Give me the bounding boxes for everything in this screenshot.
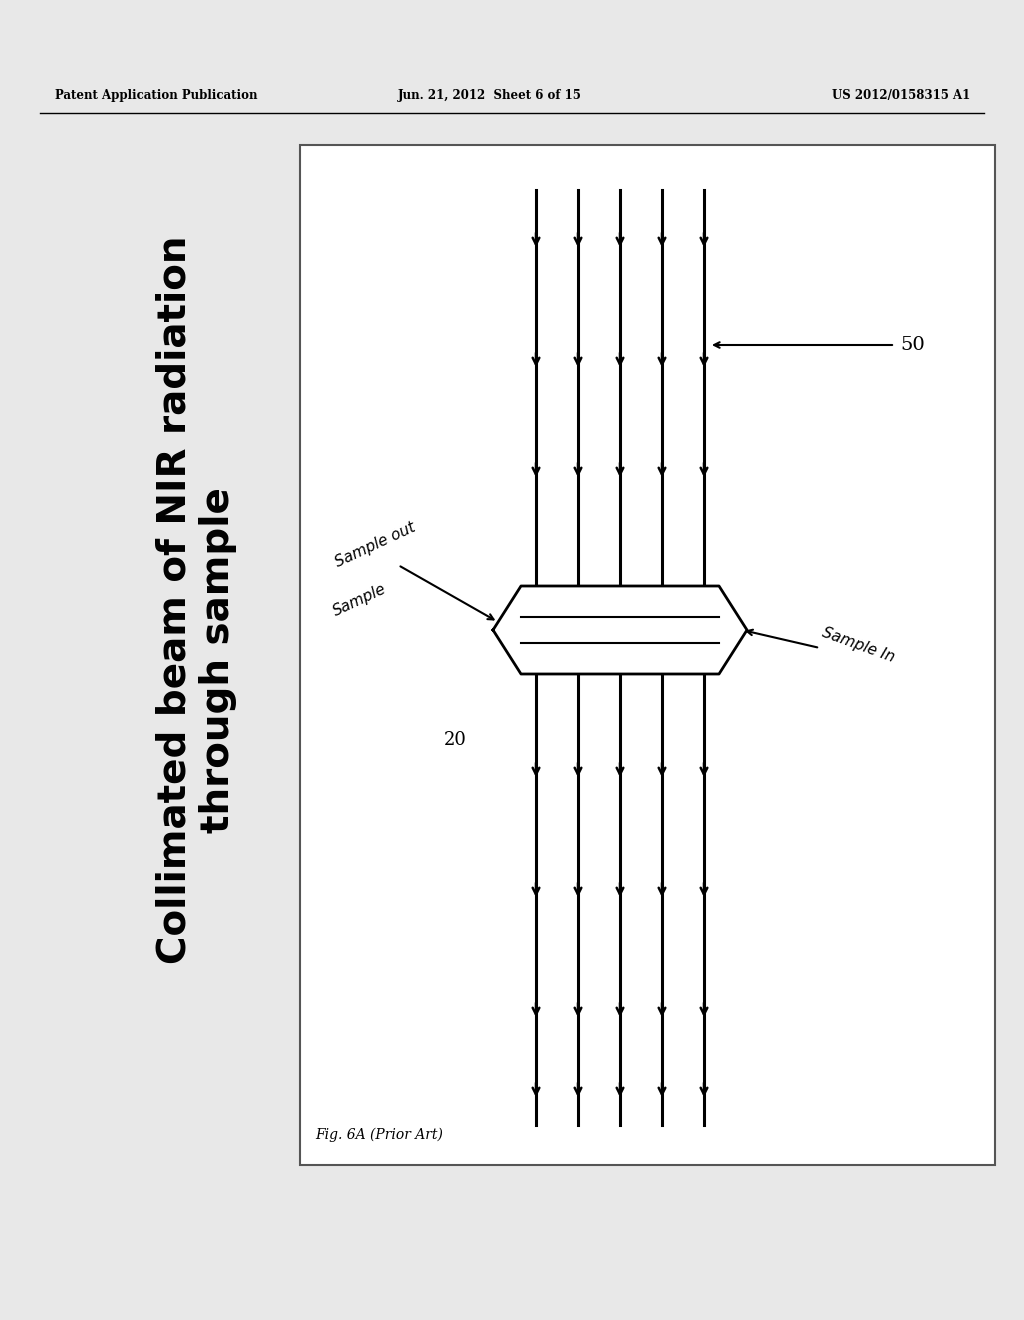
Text: US 2012/0158315 A1: US 2012/0158315 A1 — [831, 88, 970, 102]
Text: Fig. 6A (Prior Art): Fig. 6A (Prior Art) — [315, 1127, 442, 1142]
Text: 20: 20 — [443, 731, 467, 748]
Text: 50: 50 — [900, 337, 925, 354]
Text: Sample In: Sample In — [820, 624, 897, 665]
Bar — [300, 145, 995, 1166]
Polygon shape — [493, 586, 746, 675]
Text: Jun. 21, 2012  Sheet 6 of 15: Jun. 21, 2012 Sheet 6 of 15 — [398, 88, 582, 102]
Text: Sample: Sample — [331, 581, 389, 619]
Text: Patent Application Publication: Patent Application Publication — [55, 88, 257, 102]
Text: through sample: through sample — [199, 487, 237, 833]
Text: Sample out: Sample out — [333, 520, 418, 570]
Text: Collimated beam of NIR radiation: Collimated beam of NIR radiation — [156, 236, 194, 964]
